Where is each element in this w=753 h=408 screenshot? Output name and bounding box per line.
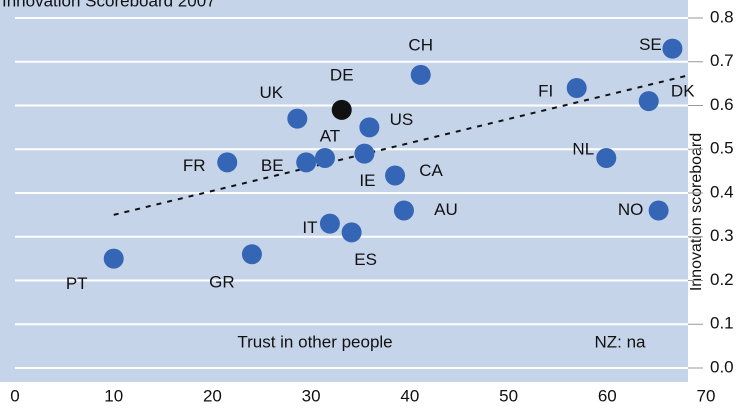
point: [319, 213, 340, 234]
annotation: NZ: na: [594, 332, 646, 351]
point: [638, 91, 659, 112]
point-label: BE: [261, 156, 284, 175]
x-tick-label: 70: [697, 386, 716, 405]
y-tick-label: 0.5: [710, 139, 734, 158]
point: [241, 244, 262, 265]
y-tick-label: 0.2: [710, 270, 734, 289]
x-tick-label: 50: [499, 386, 518, 405]
point: [393, 200, 414, 221]
point-label: DE: [330, 65, 354, 84]
point-label: AU: [434, 200, 458, 219]
point: [359, 117, 380, 138]
x-tick-label: 20: [203, 386, 222, 405]
point-label: PT: [66, 274, 88, 293]
y-axis-label: Innovation scoreboard: [688, 133, 705, 291]
plot-background: [0, 0, 688, 382]
point-label: ES: [354, 250, 377, 269]
x-tick-label: 10: [104, 386, 123, 405]
point-label: GR: [209, 273, 235, 292]
point-label: IE: [359, 171, 375, 190]
chart-title: Innovation Scoreboard 2007: [2, 0, 216, 10]
point: [314, 148, 335, 168]
point: [596, 148, 617, 168]
x-tick-label: 60: [598, 386, 617, 405]
point-label: US: [390, 110, 414, 129]
x-tick-label: 0: [10, 386, 19, 405]
point-label: NL: [572, 139, 594, 158]
y-tick-label: 0.7: [710, 51, 734, 70]
annotation: Trust in other people: [237, 332, 392, 351]
point: [331, 99, 352, 120]
point: [217, 152, 238, 173]
point: [296, 152, 317, 173]
point-label: UK: [260, 83, 284, 102]
y-tick-label: 0.0: [710, 357, 734, 376]
point: [662, 38, 683, 59]
x-tick-label: 30: [302, 386, 321, 405]
point-label: DK: [671, 82, 695, 101]
point-label: FR: [183, 156, 206, 175]
point: [566, 78, 587, 98]
point: [410, 64, 431, 85]
point-label: SE: [639, 35, 662, 54]
point-label: AT: [320, 126, 340, 145]
point: [103, 248, 124, 269]
y-tick-label: 0.4: [710, 182, 734, 201]
point: [341, 222, 362, 243]
y-tick-label: 0.3: [710, 226, 734, 245]
point-label: CA: [419, 161, 443, 180]
x-tick-label: 40: [400, 386, 419, 405]
y-tick-label: 0.6: [710, 95, 734, 114]
y-tick-label: 0.1: [710, 314, 734, 333]
point: [648, 200, 669, 221]
point-label: IT: [302, 218, 317, 237]
point: [354, 143, 375, 164]
point: [287, 108, 308, 129]
point: [385, 165, 406, 186]
point-label: NO: [618, 200, 644, 219]
point-label: FI: [538, 81, 553, 100]
point-label: CH: [408, 35, 433, 54]
y-tick-label: 0.8: [710, 7, 734, 26]
